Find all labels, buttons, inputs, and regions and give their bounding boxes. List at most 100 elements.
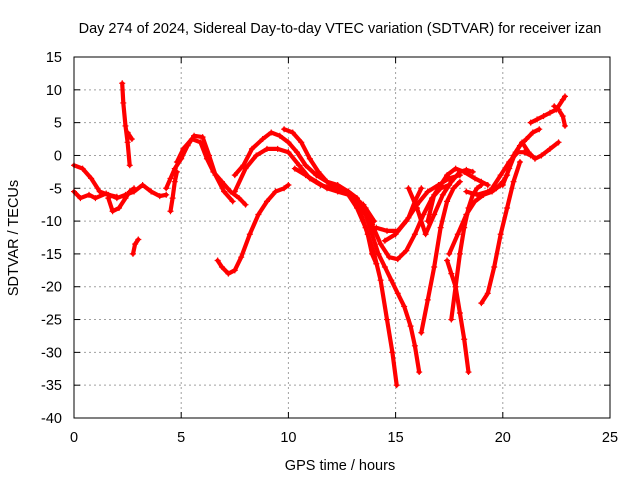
data-point: [360, 201, 367, 208]
data-point: [452, 165, 459, 172]
data-point: [394, 290, 401, 297]
data-point: [393, 382, 400, 389]
data-point: [448, 270, 455, 277]
data-point: [214, 257, 221, 264]
data-point: [471, 175, 478, 182]
data-point: [373, 260, 380, 267]
series-arc-01: [71, 181, 170, 202]
data-point: [169, 195, 176, 202]
series-trace: [174, 136, 248, 207]
data-point: [240, 162, 247, 169]
y-tick-label: 15: [46, 50, 62, 66]
data-point: [388, 277, 395, 284]
x-tick-label: 15: [388, 430, 404, 446]
data-point: [375, 250, 382, 257]
y-tick-label: -40: [41, 411, 62, 427]
data-point: [389, 349, 396, 356]
data-point: [527, 119, 534, 126]
data-point: [238, 254, 245, 261]
x-tick-label: 10: [280, 430, 296, 446]
data-point: [381, 264, 388, 271]
data-point: [263, 145, 270, 152]
data-point: [452, 283, 459, 290]
data-point: [231, 172, 238, 179]
data-point: [242, 201, 249, 208]
x-tick-label: 5: [177, 430, 185, 446]
data-point: [105, 195, 112, 202]
series-arc-14: [291, 165, 400, 389]
data-point: [274, 145, 281, 152]
series-trace: [449, 182, 484, 322]
data-point: [491, 264, 498, 271]
data-point: [263, 198, 270, 205]
series-arc-16: [356, 198, 423, 376]
y-axis-label: SDTVAR / TECUs: [6, 180, 22, 296]
data-point: [529, 129, 536, 136]
data-point: [431, 264, 438, 271]
data-point: [369, 250, 376, 257]
series-arc-09: [173, 136, 249, 208]
series-arc-32: [551, 103, 568, 129]
data-point: [448, 316, 455, 323]
data-point: [401, 303, 408, 310]
data-point: [302, 162, 309, 169]
data-point: [109, 208, 116, 215]
series-trace: [552, 104, 568, 128]
data-point: [414, 204, 421, 211]
data-point: [199, 134, 206, 141]
series-trace: [168, 169, 179, 214]
data-point: [461, 336, 468, 343]
data-point: [242, 165, 249, 172]
x-axis-label: GPS time / hours: [285, 458, 395, 474]
data-point: [444, 172, 451, 179]
y-tick-label: -5: [49, 181, 62, 197]
data-point: [444, 257, 451, 264]
data-point: [259, 136, 266, 143]
data-point: [231, 188, 238, 195]
y-tick-label: -25: [41, 313, 62, 329]
data-point: [323, 185, 330, 192]
data-point: [276, 132, 283, 139]
data-point: [272, 188, 279, 195]
data-point: [381, 237, 388, 244]
series-arc-27: [478, 159, 523, 307]
data-point: [124, 129, 131, 136]
data-point: [546, 145, 553, 152]
data-point: [356, 198, 363, 205]
series-arc-03: [105, 185, 138, 215]
data-point: [268, 129, 275, 136]
data-point: [444, 198, 451, 205]
data-point: [210, 168, 217, 175]
data-point: [377, 277, 384, 284]
grid-lines: [74, 57, 610, 418]
data-point: [534, 116, 541, 123]
y-tick-label: -20: [41, 280, 62, 296]
data-point: [119, 80, 126, 87]
y-tick-label: 5: [54, 116, 62, 132]
data-point: [484, 181, 491, 188]
data-point: [369, 221, 376, 228]
data-point: [231, 267, 238, 274]
data-point: [86, 191, 93, 198]
series-trace: [71, 163, 119, 199]
data-point: [555, 106, 562, 113]
x-tick-label: 25: [602, 430, 618, 446]
data-point: [510, 178, 517, 185]
data-point: [285, 181, 292, 188]
data-point: [497, 231, 504, 238]
data-point: [122, 122, 129, 129]
data-point: [540, 113, 547, 120]
data-point: [456, 178, 463, 185]
series-arc-04: [119, 80, 133, 169]
data-point: [384, 227, 391, 234]
data-point: [293, 149, 300, 156]
data-point: [416, 369, 423, 376]
data-point: [285, 149, 292, 156]
series-trace: [382, 173, 462, 243]
data-point: [163, 185, 170, 192]
data-point: [519, 139, 526, 146]
data-point: [437, 224, 444, 231]
data-point: [188, 136, 195, 143]
